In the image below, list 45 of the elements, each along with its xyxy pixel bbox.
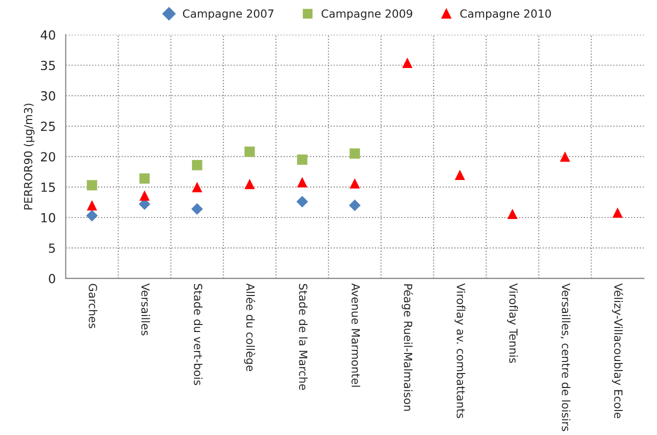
y-tick-label: 35: [41, 60, 55, 70]
point: [297, 177, 308, 188]
x-tick-label: Viroflay av. combattants: [454, 283, 466, 418]
x-tick-label: Vélizy-Villacoublay Ecole: [612, 283, 624, 418]
x-tick-label: Versailles, centre de loisirs: [560, 283, 570, 432]
point: [192, 182, 202, 192]
y-tick-label: 40: [40, 30, 56, 40]
x-tick-label: Viroflay Tennis: [507, 283, 518, 363]
y-tick-label: 15: [41, 182, 55, 192]
y-tick-label: 30: [41, 91, 56, 101]
point: [612, 207, 623, 218]
legend-label: Campagne 2007: [182, 9, 274, 20]
x-tick-label: Versailles: [141, 283, 150, 336]
point: [139, 173, 150, 184]
point: [86, 210, 98, 222]
x-tick-label: Garches: [88, 284, 98, 328]
point: [191, 203, 203, 215]
point: [244, 146, 255, 157]
legend-label: Campagne 2010: [460, 9, 551, 20]
x-tick-label: Avenue Marmontel: [352, 283, 360, 387]
x-tick-label: Stade du vert-bois: [194, 284, 202, 386]
point: [297, 154, 308, 165]
x-tick-label: Stade de la Marche: [298, 284, 308, 390]
point: [192, 160, 202, 170]
x-tick-label: Péage Rueil-Malmaison: [402, 284, 413, 411]
point: [350, 148, 360, 159]
point: [296, 196, 308, 208]
point: [139, 190, 150, 201]
point: [454, 170, 466, 180]
legend-label: Campagne 2009: [322, 9, 412, 20]
y-tick-label: 0: [48, 274, 56, 284]
point: [350, 178, 360, 189]
y-tick-label: 10: [41, 212, 56, 222]
y-tick-label: 25: [40, 122, 55, 132]
point: [86, 200, 98, 210]
y-tick-label: 5: [48, 244, 55, 253]
point: [560, 151, 570, 162]
point: [86, 180, 98, 190]
point: [348, 200, 361, 212]
point: [402, 58, 412, 68]
point: [244, 178, 255, 190]
y-axis-title: PERROR90 (µg/m3): [24, 104, 35, 210]
point: [507, 208, 518, 219]
y-tick-label: 20: [40, 152, 56, 162]
x-tick-label: Allée du collège: [244, 283, 256, 372]
